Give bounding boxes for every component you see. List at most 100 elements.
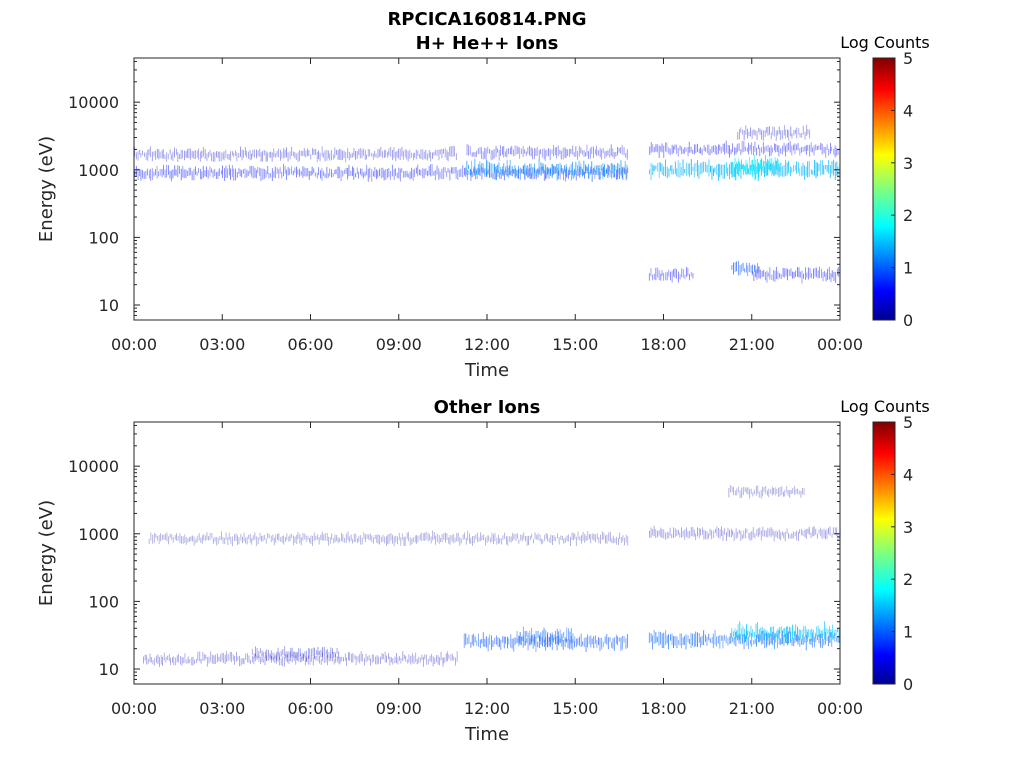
band-0-mark	[622, 167, 624, 181]
band-4-mark	[791, 639, 793, 646]
band-0-mark	[443, 167, 445, 179]
band-8-mark	[794, 485, 796, 496]
band-2-mark	[476, 640, 478, 646]
band-8-mark	[673, 269, 674, 277]
band-0-mark	[255, 169, 257, 179]
band-6-mark	[435, 535, 436, 545]
band-2-mark	[513, 638, 515, 652]
band-4-mark	[831, 632, 833, 647]
band-8-mark	[663, 272, 665, 281]
band-7-mark	[818, 529, 820, 534]
band-0-mark	[267, 166, 269, 175]
band-1-mark	[306, 650, 307, 662]
band-2-mark	[783, 165, 785, 178]
band-2-mark	[487, 637, 489, 652]
band-8-mark	[752, 492, 754, 497]
band-0-mark	[310, 170, 312, 176]
band-7-mark	[769, 528, 771, 536]
band-0-mark	[423, 168, 425, 179]
band-0-mark	[590, 166, 592, 174]
band-3-mark	[742, 163, 744, 175]
band-1-mark	[264, 651, 266, 658]
band-3-mark	[550, 634, 552, 645]
band-5-mark	[766, 630, 768, 641]
band-6-mark	[230, 536, 232, 545]
band-6-mark	[483, 534, 485, 541]
band-0-mark	[268, 173, 270, 179]
band-7-mark	[777, 531, 778, 539]
band-1-mark	[295, 652, 297, 658]
band-5-mark	[513, 149, 514, 157]
band-6-mark	[560, 535, 562, 540]
band-5-mark	[536, 147, 538, 156]
band-5-mark	[814, 632, 816, 638]
band-2-mark	[703, 161, 705, 173]
band-7-mark	[679, 532, 681, 538]
band-4-mark	[299, 150, 300, 161]
band-4-mark	[194, 150, 196, 160]
band-7-mark	[810, 532, 812, 538]
band-2-mark	[494, 637, 496, 645]
band-6-mark	[796, 144, 797, 151]
band-1-mark	[589, 169, 591, 175]
band-0-mark	[455, 657, 456, 666]
band-2-mark	[505, 636, 506, 644]
band-6-mark	[179, 533, 181, 543]
band-0-mark	[317, 651, 319, 662]
band-4-mark	[782, 630, 783, 644]
band-6-mark	[550, 534, 552, 544]
band-8-mark	[681, 268, 683, 278]
band-0-mark	[213, 655, 215, 664]
band-6-mark	[280, 537, 282, 542]
band-10-mark	[798, 267, 800, 278]
band-5-mark	[746, 624, 747, 640]
band-0-mark	[384, 651, 386, 663]
band-8-mark	[783, 491, 784, 497]
band-6-mark	[671, 144, 673, 155]
band-6-mark	[518, 539, 520, 544]
band-0-mark	[360, 168, 361, 175]
band-1-mark	[502, 166, 503, 175]
band-6-mark	[277, 533, 278, 540]
band-0-mark	[163, 652, 165, 661]
band-7-mark	[665, 532, 666, 540]
band-6-mark	[424, 532, 426, 541]
band-0-mark	[183, 169, 185, 179]
band-6-mark	[449, 535, 451, 545]
band-0-mark	[201, 171, 203, 180]
band-4-mark	[804, 636, 806, 643]
band-2-mark	[738, 161, 740, 177]
band-4-mark	[698, 633, 700, 643]
band-2-mark	[478, 633, 479, 647]
band-9-mark	[731, 265, 733, 270]
band-10-mark	[805, 267, 806, 280]
band-5-mark	[794, 631, 795, 637]
band-0-mark	[266, 655, 268, 662]
band-6-mark	[649, 146, 651, 155]
x-tick-label: 03:00	[199, 335, 245, 354]
band-7-mark	[789, 534, 791, 539]
band-6-mark	[215, 536, 217, 546]
band-6-mark	[393, 536, 395, 547]
band-6-mark	[403, 536, 405, 546]
band-0-mark	[432, 656, 434, 667]
band-6-mark	[448, 537, 450, 544]
band-6-mark	[834, 145, 836, 158]
band-6-mark	[312, 535, 313, 546]
x-axis-label: Time	[464, 360, 509, 381]
band-0-mark	[348, 652, 349, 661]
band-4-mark	[338, 148, 340, 160]
band-0-mark	[135, 165, 137, 176]
band-8-mark	[682, 269, 684, 278]
band-2-mark	[793, 164, 794, 172]
band-1-mark	[577, 165, 578, 171]
band-4-mark	[188, 148, 190, 159]
band-2-mark	[611, 642, 612, 648]
band-6-mark	[749, 144, 751, 151]
band-4-mark	[410, 152, 412, 158]
band-0-mark	[268, 656, 269, 661]
colorbar-label: Log Counts	[840, 33, 930, 52]
band-2-mark	[687, 163, 689, 175]
band-5-mark	[532, 148, 534, 160]
band-0-mark	[410, 655, 412, 665]
